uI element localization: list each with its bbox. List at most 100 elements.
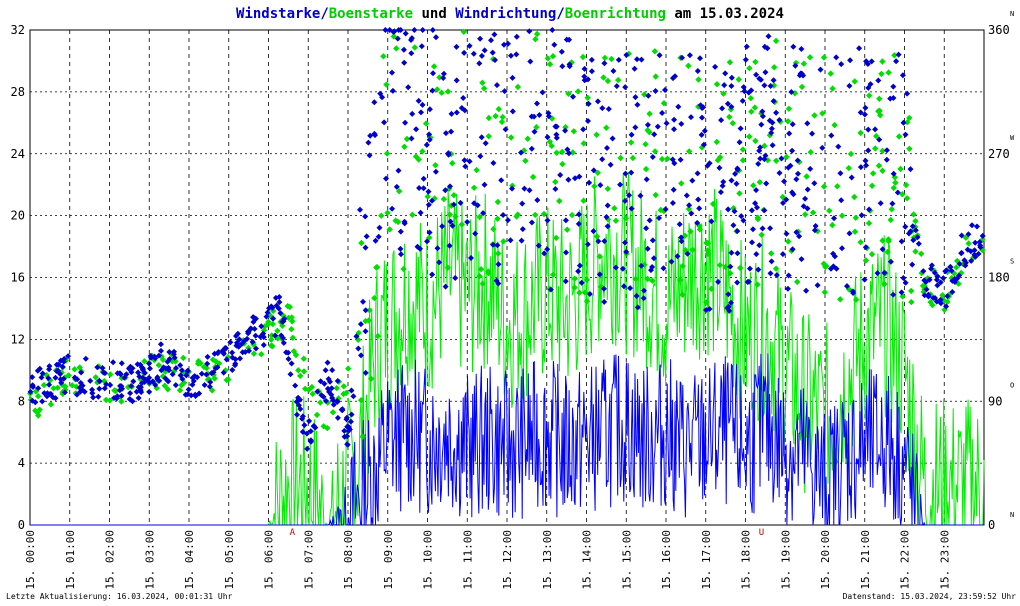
direction-point xyxy=(260,342,267,348)
direction-point xyxy=(292,351,300,359)
direction-point xyxy=(112,387,120,395)
direction-point xyxy=(324,359,331,366)
direction-point xyxy=(158,353,165,360)
direction-point xyxy=(295,367,302,374)
direction-point xyxy=(770,98,777,105)
direction-point xyxy=(831,121,838,129)
direction-point xyxy=(773,157,780,164)
direction-point xyxy=(972,239,979,246)
direction-point xyxy=(460,28,467,35)
direction-point xyxy=(196,390,203,397)
x-tick-label: 15. 15:00 xyxy=(620,530,633,590)
direction-point xyxy=(642,165,650,173)
direction-point xyxy=(662,87,668,93)
direction-point xyxy=(155,362,162,369)
direction-point xyxy=(679,54,685,61)
direction-point xyxy=(531,128,538,135)
direction-point xyxy=(286,303,293,311)
series-line-windstarke xyxy=(30,353,984,527)
direction-point xyxy=(942,268,949,275)
direction-point xyxy=(604,145,610,151)
direction-point xyxy=(366,307,373,314)
direction-point xyxy=(829,85,836,92)
direction-point xyxy=(685,205,693,213)
direction-point xyxy=(676,276,684,284)
direction-point xyxy=(89,390,96,397)
direction-point xyxy=(371,294,378,302)
direction-point xyxy=(473,166,480,174)
direction-point xyxy=(920,288,927,296)
direction-point xyxy=(521,185,528,192)
direction-point xyxy=(509,74,516,81)
direction-point xyxy=(728,299,734,306)
direction-point xyxy=(879,246,886,253)
direction-point xyxy=(892,179,899,186)
direction-point xyxy=(52,374,59,381)
direction-point xyxy=(746,65,753,72)
direction-point xyxy=(447,218,454,225)
direction-point xyxy=(786,130,793,137)
direction-point xyxy=(432,162,439,169)
direction-point xyxy=(716,261,724,269)
direction-point xyxy=(562,217,569,224)
direction-point xyxy=(400,46,407,53)
direction-point xyxy=(257,333,264,340)
direction-point xyxy=(110,359,117,366)
direction-point xyxy=(754,215,762,223)
direction-point xyxy=(565,176,572,183)
direction-point xyxy=(865,147,872,154)
direction-point xyxy=(464,219,471,225)
direction-point xyxy=(501,88,508,95)
direction-point xyxy=(507,237,514,244)
direction-point xyxy=(429,27,436,33)
direction-point xyxy=(910,237,917,244)
direction-point xyxy=(308,383,316,391)
direction-point xyxy=(524,135,531,142)
direction-point xyxy=(716,164,723,171)
direction-point xyxy=(534,100,540,107)
direction-point xyxy=(128,383,135,389)
direction-point xyxy=(634,56,640,63)
direction-point xyxy=(695,103,702,110)
direction-point xyxy=(462,163,469,170)
direction-point xyxy=(553,149,560,156)
direction-point xyxy=(509,108,516,115)
direction-point xyxy=(446,242,453,249)
direction-point xyxy=(811,227,818,234)
direction-point xyxy=(899,72,906,79)
direction-point xyxy=(699,114,705,121)
direction-point xyxy=(111,395,117,401)
direction-point xyxy=(184,367,191,374)
direction-point xyxy=(394,35,401,42)
direction-point xyxy=(803,173,810,180)
direction-point xyxy=(430,63,438,70)
direction-point xyxy=(478,52,485,59)
direction-point xyxy=(899,191,906,198)
direction-point xyxy=(371,99,378,106)
direction-point xyxy=(762,152,769,159)
direction-point xyxy=(771,64,778,71)
direction-point xyxy=(623,52,630,58)
direction-point xyxy=(722,263,729,271)
direction-point xyxy=(571,275,578,282)
direction-point xyxy=(937,296,944,303)
direction-point xyxy=(784,285,791,292)
direction-point xyxy=(695,76,702,83)
x-tick-label: 15. 05:00 xyxy=(223,530,236,590)
direction-point xyxy=(725,206,732,213)
direction-point xyxy=(415,156,422,163)
direction-point xyxy=(857,239,864,246)
direction-point xyxy=(309,390,316,398)
direction-point xyxy=(317,378,324,385)
direction-point xyxy=(793,176,800,183)
direction-point xyxy=(838,212,846,219)
direction-point xyxy=(894,189,901,196)
direction-point xyxy=(432,168,439,175)
direction-point xyxy=(649,277,656,284)
direction-point xyxy=(476,60,483,67)
direction-point xyxy=(643,225,650,232)
direction-point xyxy=(71,366,78,373)
direction-point xyxy=(671,116,678,123)
direction-point xyxy=(390,28,397,35)
